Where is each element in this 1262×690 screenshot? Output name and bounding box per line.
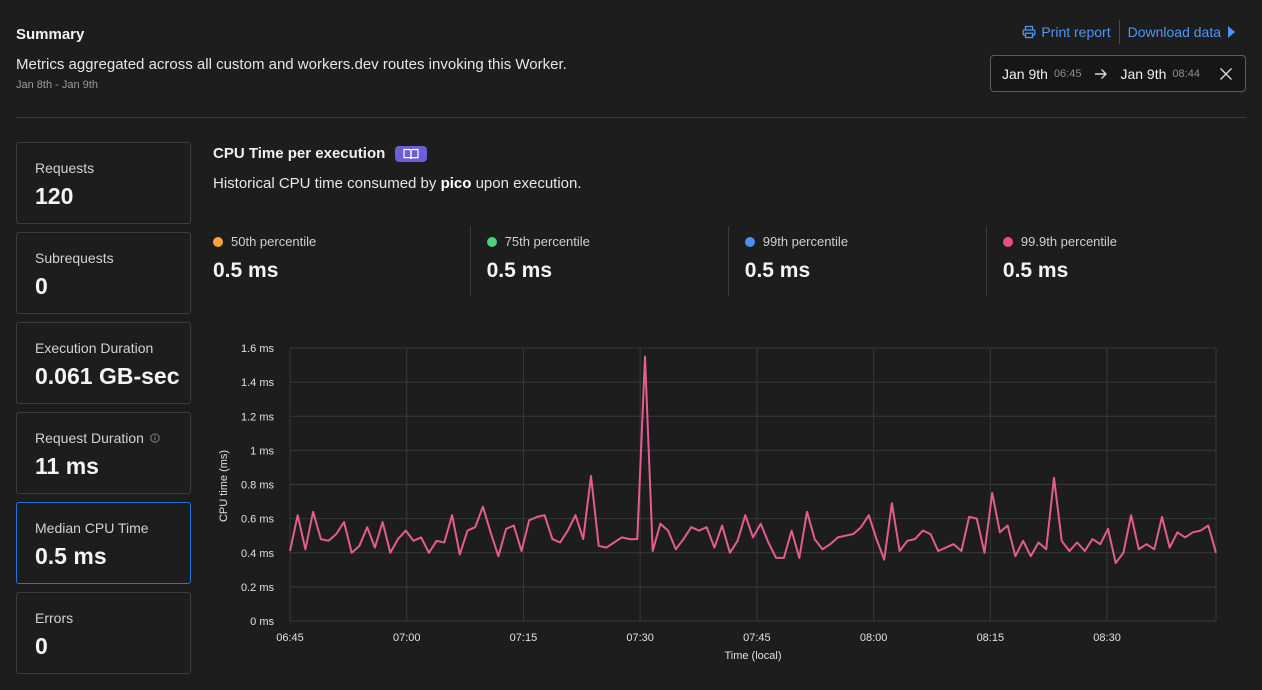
y-tick-label: 1.2 ms [241, 411, 275, 423]
y-tick-label: 0 ms [250, 616, 274, 628]
percentile-value: 0.5 ms [744, 259, 811, 282]
card-label-row: Request Duration [35, 430, 190, 446]
x-tick-label: 07:00 [393, 632, 421, 644]
print-report-label: Print report [1041, 24, 1111, 40]
y-axis-ticks: 0 ms 0.2 ms 0.4 ms 0.6 ms 0.8 ms 1 ms 1.2 ms 1.… [241, 343, 275, 628]
printer-icon [1022, 25, 1036, 39]
x-axis-label: Time (local) [724, 650, 781, 662]
close-icon [1220, 68, 1232, 80]
metric-cards: Requests 120 Subrequests 0 Execution Dur… [16, 142, 191, 682]
y-tick-label: 1.4 ms [241, 377, 275, 389]
percentile-label: 99th percentile [762, 234, 849, 249]
card-subrequests[interactable]: Subrequests 0 [16, 232, 191, 314]
y-tick-label: 1.6 ms [241, 343, 275, 355]
page-subtitle: Metrics aggregated across all custom and… [16, 56, 567, 73]
percentile-stats: 50th percentile 0.5 ms 75th percentile 0… [213, 226, 1245, 296]
series-line-cpu-time[interactable] [289, 355, 1217, 564]
card-label: Median CPU Time [35, 520, 149, 536]
card-value: 0 [35, 273, 48, 299]
x-tick-label: 06:45 [276, 632, 304, 644]
end-date: Jan 9th [1120, 65, 1167, 82]
x-tick-label: 07:30 [626, 632, 654, 644]
info-icon[interactable] [150, 433, 160, 443]
print-report-button[interactable]: Print report [1022, 21, 1111, 43]
y-tick-label: 0.6 ms [241, 514, 275, 526]
y-tick-label: 0.8 ms [241, 480, 275, 492]
card-requests[interactable]: Requests 120 [16, 142, 191, 224]
chart-desc-prefix: Historical CPU time consumed by [213, 175, 437, 192]
card-value: 0 [35, 633, 48, 659]
card-label: Requests [35, 160, 95, 176]
report-actions: Print report Download data [1022, 20, 1236, 44]
clear-range-button[interactable] [1219, 67, 1233, 81]
legend-dot [744, 236, 755, 247]
percentile-label: 75th percentile [504, 234, 590, 249]
card-value: 11 ms [35, 453, 99, 479]
legend-dot [1002, 236, 1013, 247]
percentile-75: 75th percentile 0.5 ms [471, 226, 729, 296]
y-axis-label: CPU time (ms) [218, 450, 230, 522]
percentile-label: 50th percentile [231, 234, 317, 249]
percentile-50: 50th percentile 0.5 ms [213, 226, 471, 296]
card-label: Request Duration [35, 430, 144, 446]
caret-right-icon [1226, 25, 1236, 39]
y-tick-label: 0.4 ms [241, 548, 275, 560]
download-data-label: Download data [1127, 24, 1221, 40]
card-value: 0.061 GB-sec [35, 363, 180, 389]
percentile-value: 0.5 ms [213, 259, 279, 282]
percentile-value: 0.5 ms [1002, 259, 1069, 282]
percentile-99: 99th percentile 0.5 ms [729, 226, 987, 296]
card-errors[interactable]: Errors 0 [16, 592, 191, 674]
x-tick-label: 08:15 [977, 632, 1005, 644]
card-value: 120 [35, 183, 74, 209]
percentile-label: 99.9th percentile [1020, 234, 1118, 249]
card-request-duration[interactable]: Request Duration 11 ms [16, 412, 191, 494]
page-title: Summary [16, 26, 85, 43]
chart-grid [289, 347, 1217, 622]
card-label: Errors [35, 610, 74, 626]
end-time: 08:44 [1172, 67, 1200, 80]
chart-description: Historical CPU time consumed by pico upo… [213, 175, 582, 192]
percentile-99-9: 99.9th percentile 0.5 ms [987, 226, 1245, 296]
download-data-button[interactable]: Download data [1128, 21, 1236, 43]
start-date: Jan 9th [1002, 65, 1048, 82]
percentile-label-row: 50th percentile [213, 234, 470, 249]
card-label: Execution Duration [35, 340, 154, 356]
actions-divider [1118, 20, 1120, 44]
percentile-label-row: 99.9th percentile [1002, 234, 1245, 249]
chart-title: CPU Time per execution [213, 145, 428, 162]
x-tick-label: 08:00 [860, 632, 888, 644]
y-tick-label: 0.2 ms [241, 582, 275, 594]
x-tick-label: 07:15 [510, 632, 538, 644]
chart-title-text: CPU Time per execution [213, 145, 386, 162]
card-median-cpu-time[interactable]: Median CPU Time 0.5 ms [16, 502, 191, 584]
x-axis-ticks: 06:45 07:00 07:15 07:30 07:45 08:00 08:15 08:30 [276, 632, 1121, 644]
arrow-right-icon [1094, 68, 1108, 80]
y-tick-label: 1 ms [250, 445, 274, 457]
worker-name: pico [440, 175, 472, 192]
x-tick-label: 08:30 [1093, 632, 1121, 644]
chart-desc-suffix: upon execution. [475, 175, 582, 192]
header-divider [16, 117, 1246, 118]
percentile-value: 0.5 ms [486, 259, 553, 282]
start-time: 06:45 [1053, 67, 1082, 80]
card-execution-duration[interactable]: Execution Duration 0.061 GB-sec [16, 322, 191, 404]
percentile-label-row: 75th percentile [486, 234, 728, 249]
book-icon [403, 148, 419, 159]
legend-dot [213, 236, 223, 247]
docs-badge[interactable] [395, 145, 428, 162]
date-range-picker[interactable]: Jan 9th 06:45 Jan 9th 08:44 [990, 55, 1246, 92]
percentile-label-row: 99th percentile [744, 234, 986, 249]
date-range-text: Jan 8th - Jan 9th [16, 79, 98, 91]
legend-dot [486, 236, 497, 247]
x-tick-label: 07:45 [743, 632, 771, 644]
card-value: 0.5 ms [35, 543, 107, 569]
card-label: Subrequests [35, 250, 114, 266]
